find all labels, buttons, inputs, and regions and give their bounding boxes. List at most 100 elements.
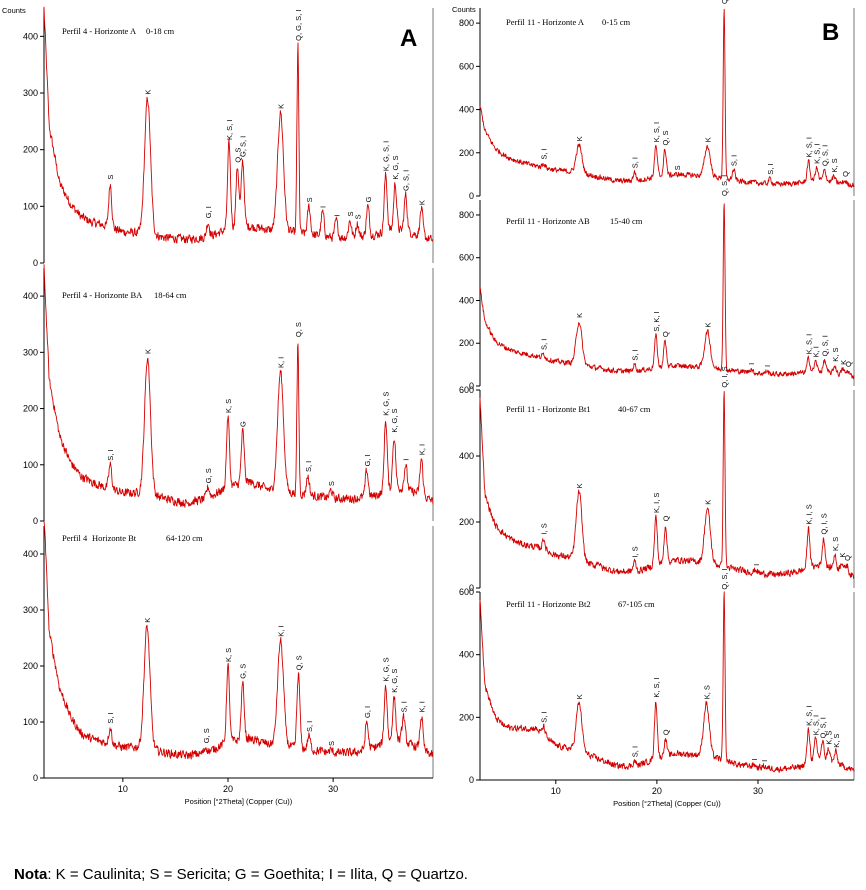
y-tick-label: 800: [459, 18, 474, 28]
peak-label: K, G, S: [390, 408, 399, 432]
peak-label: K: [703, 137, 712, 142]
peak-label: K, S, I: [813, 143, 822, 163]
y-tick-label: 0: [33, 773, 38, 783]
peak-label: I: [760, 760, 769, 762]
peak-label: K, I, S: [652, 493, 661, 513]
peak-label: I, S: [631, 546, 640, 557]
peak-label: I, S: [540, 523, 549, 534]
y-tick-label: 400: [459, 105, 474, 115]
panel-title: 40-67 cm: [618, 404, 651, 414]
peak-label: K: [144, 349, 153, 354]
peak-label: K, G, S: [390, 669, 399, 693]
peak-label: S: [346, 211, 355, 216]
peak-label: K, S: [825, 730, 834, 744]
peak-label: G, S, I: [239, 136, 248, 157]
panel-letter-b: B: [822, 19, 839, 46]
y-tick-label: 0: [469, 583, 474, 593]
xrd-trace-line: [43, 520, 434, 760]
peak-label: I: [319, 206, 328, 208]
y-tick-label: 600: [459, 587, 474, 597]
peak-label: K, S: [831, 537, 840, 551]
panel-title: 64-120 cm: [166, 533, 203, 543]
nota-text: : K = Caulinita; S = Sericita; G = Goeth…: [47, 866, 468, 883]
peak-label: Q: [661, 729, 670, 735]
peak-label: G, I: [204, 206, 213, 218]
xrd-trace-line: [479, 391, 855, 579]
x-tick-label: 10: [118, 784, 128, 794]
xrd-trace-line: [479, 591, 855, 773]
y-tick-label: 0: [469, 381, 474, 391]
y-tick-label: 0: [469, 191, 474, 201]
x-tick-label: 20: [223, 784, 233, 794]
x-tick-label: 10: [551, 786, 561, 796]
peak-label: Q, S: [294, 322, 303, 337]
peak-label: S: [305, 197, 314, 202]
y-tick-label: 400: [459, 295, 474, 305]
peak-label: I: [402, 459, 411, 461]
peak-label: K, S, I: [812, 715, 821, 735]
peak-label: K: [703, 322, 712, 327]
peak-label: G, I: [363, 454, 372, 466]
peak-label: Q, S: [661, 131, 670, 146]
panel-title: Perfil 4 - Horizonte A: [62, 26, 137, 36]
peak-label: K: [575, 694, 584, 699]
y-tick-label: 200: [23, 404, 38, 414]
peak-label: I: [752, 564, 761, 566]
peak-label: S, I: [106, 712, 115, 723]
y-tick-label: 400: [23, 291, 38, 301]
peak-label: Q, S, I: [720, 568, 729, 589]
peak-label: S, I: [631, 349, 640, 360]
y-tick-label: 400: [23, 549, 38, 559]
nota-legend: Nota: K = Caulinita; S = Sericita; G = G…: [14, 866, 468, 883]
peak-label: K, S, I: [652, 122, 661, 142]
peak-label: K: [575, 483, 584, 488]
peak-label: Q: [843, 555, 852, 561]
peak-label: K, S, I: [225, 120, 234, 140]
y-tick-label: 600: [459, 253, 474, 263]
y-tick-label: 400: [459, 451, 474, 461]
peak-label: K: [575, 136, 584, 141]
peak-label: K, I: [417, 701, 426, 712]
x-tick-label: 30: [753, 786, 763, 796]
peak-label: K: [575, 313, 584, 318]
y-tick-label: 200: [459, 338, 474, 348]
y-tick-label: 100: [23, 201, 38, 211]
peak-label: S: [327, 741, 336, 746]
panel-title: 18-64 cm: [154, 290, 187, 300]
peak-label: Q, S, I: [720, 175, 729, 196]
peak-label: S, I: [400, 701, 409, 712]
xrd-trace-line: [479, 8, 855, 188]
peak-label: Q: [844, 361, 853, 367]
peak-label: K, I, S: [805, 504, 814, 524]
y-tick-label: 400: [23, 31, 38, 41]
peak-label: I: [763, 365, 772, 367]
peak-label: K, I: [812, 346, 821, 357]
peak-label: K: [143, 618, 152, 623]
peak-label: S: [327, 481, 336, 486]
peak-label: K: [839, 360, 848, 365]
y-tick-label: 300: [23, 605, 38, 615]
peak-label: S, I: [540, 148, 549, 159]
peak-label: K, G, S: [382, 392, 391, 416]
peak-label: G, I: [363, 706, 372, 718]
panel-title: Perfil 11 - Horizonte AB: [506, 216, 590, 226]
peak-label: G, S: [239, 664, 248, 679]
peak-label: K, S: [830, 158, 839, 172]
panel-title: Perfil 4: [62, 533, 88, 543]
peak-label: S, I: [631, 157, 640, 168]
peak-label: S, I: [730, 155, 739, 166]
peak-label: Q: [841, 171, 850, 177]
peak-label: Q, S, I: [821, 335, 830, 356]
peak-label: K: [277, 104, 286, 109]
peak-label: S, K, I: [652, 311, 661, 331]
peak-label: Q, I, S: [720, 366, 729, 387]
peak-label: G, S: [204, 468, 213, 483]
peak-label: K, S, I: [805, 334, 814, 354]
peak-label: K: [144, 90, 153, 95]
panel-title: 0-18 cm: [146, 26, 174, 36]
peak-label: K: [417, 200, 426, 205]
peak-label: K, S, I: [805, 705, 814, 725]
